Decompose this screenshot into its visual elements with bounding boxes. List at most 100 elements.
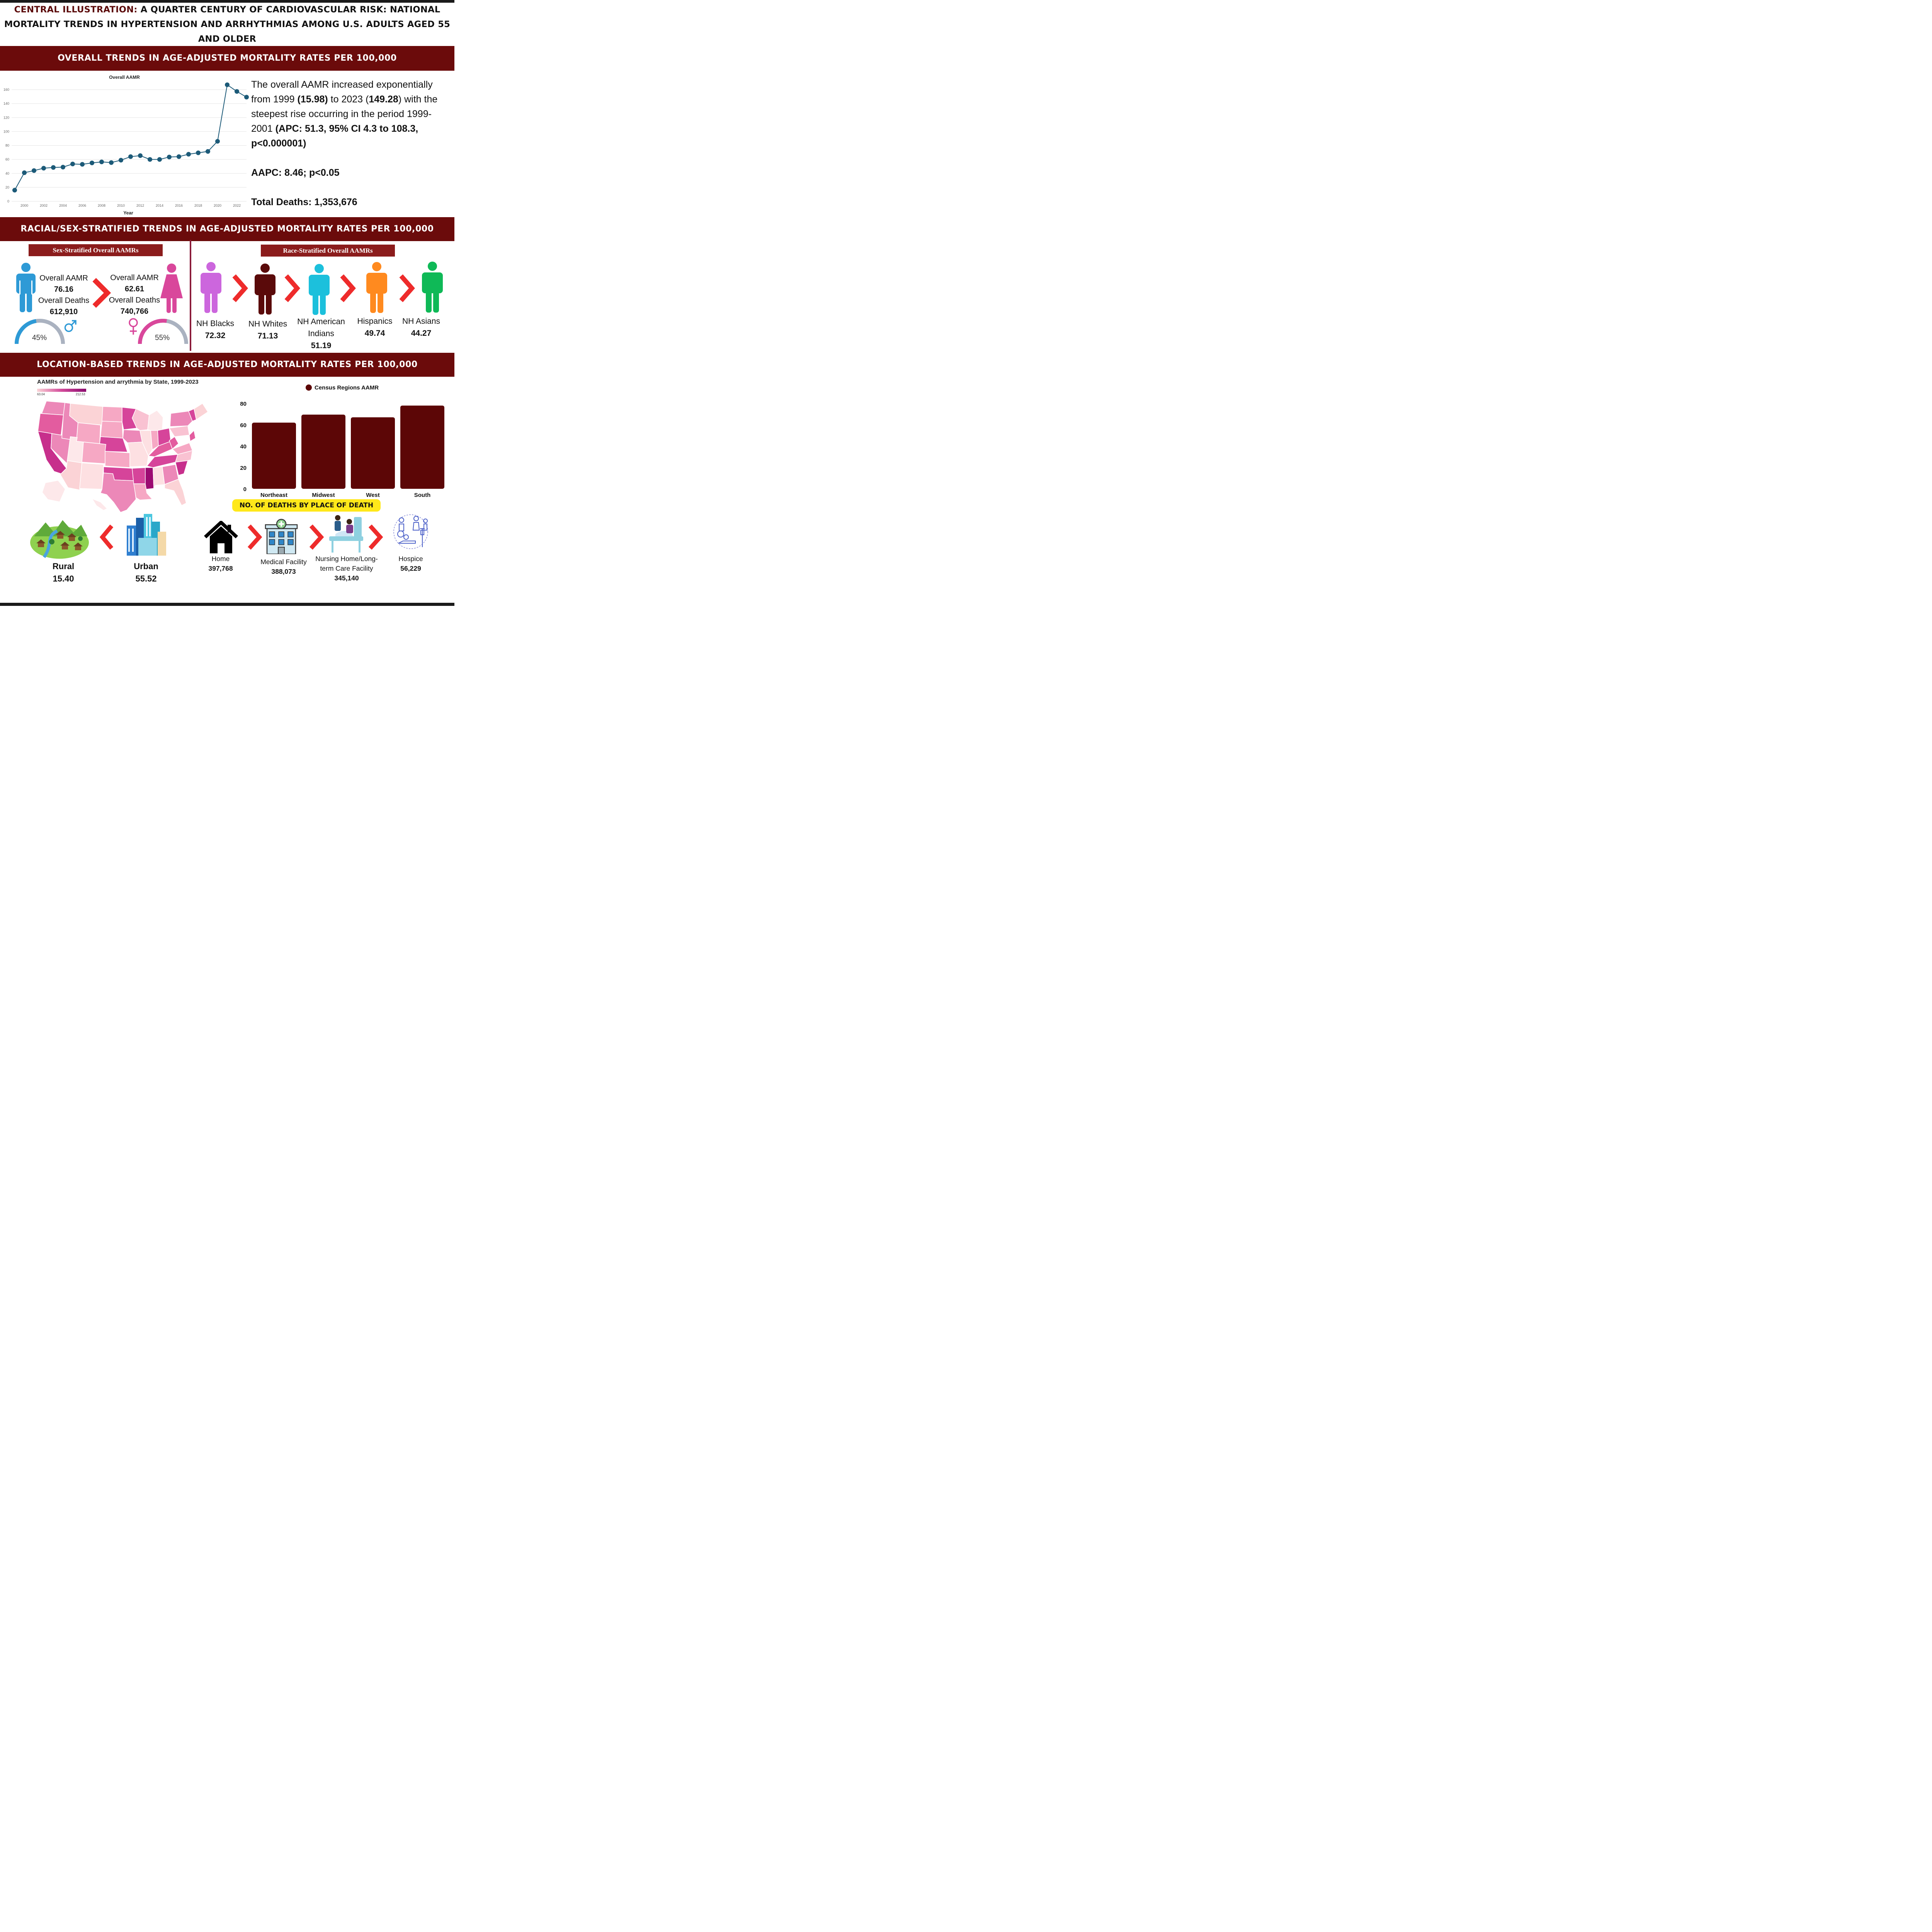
bottom-border [0,603,454,606]
rural-village-icon [30,520,89,559]
data-point [99,159,104,164]
data-point [235,89,239,94]
data-point [148,157,152,162]
data-point [244,95,249,100]
data-point [90,160,94,165]
title-rest: A Quarter Century of Cardiovascular Risk… [4,5,451,44]
race-person-icon [255,264,276,315]
section-header-racial: Racial/Sex-stratified trends in age-adju… [0,217,454,241]
state-hi [93,499,107,510]
state-ia [122,429,143,443]
sex-stratified-header: Sex-Stratified Overall AAMRs [29,244,163,256]
state-fl [164,479,187,506]
female-aamr-value: 62.61 [124,285,145,293]
x-tick-label: 2006 [78,204,86,207]
bar [252,422,296,489]
summary-total-deaths: Total Deaths: 1,353,676 [251,197,357,207]
female-stats: Overall AAMR 62.61 Overall Deaths 740,76… [107,272,162,317]
census-regions-bar-chart: Census Regions AAMR 0 20 40 60 80 Northeast Mid… [240,384,444,498]
title-lead: Central Illustration: [14,5,138,15]
section-header-location: Location-based trends in age-adjusted mo… [0,353,454,377]
page-title: Central Illustration: A Quarter Century … [0,2,454,46]
female-percentage: 55% [155,334,170,342]
race-name: NH Blacks [196,319,235,328]
y-tick-label: 20 [240,465,247,471]
x-category-label: South [414,492,431,498]
female-percentage-gauge [138,319,188,344]
section-header-racial-text: Racial/Sex-stratified trends in age-adju… [20,224,434,234]
map-title: AAMRs of Hypertension and arrythmia by S… [37,379,199,385]
data-point [206,149,210,154]
state-wv [169,436,179,450]
male-percentage-gauge [15,319,65,344]
data-point [167,155,172,160]
rural-value: 15.40 [53,574,74,583]
data-point [12,188,17,193]
race-value: 44.27 [411,329,432,338]
state-il [139,430,153,457]
race-value: 49.74 [364,329,385,338]
legend-marker [306,384,312,391]
data-point [138,153,143,158]
place-name: Hospice [398,555,423,563]
y-tick-label: 0 [243,486,247,493]
x-axis-label: Year [123,210,133,216]
place-name: Nursing Home/Long-term Care Facility [315,555,378,572]
section-header-location-text: Location-based trends in age-adjusted mo… [37,360,418,369]
data-point [196,150,201,155]
y-tick-label: 60 [240,422,247,429]
y-tick-label: 160 [3,88,9,92]
data-point [119,158,123,163]
summary-2023-value: 149.28 [369,94,398,105]
race-label: NH Whites 71.13 [239,318,297,342]
place-of-death-item: Nursing Home/Long-term Care Facility 345,… [312,554,381,583]
female-deaths-value: 740,766 [120,307,149,316]
hospice-care-icon [393,514,428,549]
place-deaths: 397,768 [208,565,233,572]
summary-1999-value: (15.98) [297,94,328,105]
female-deaths-label: Overall Deaths [109,296,160,304]
data-point [70,162,75,167]
race-label: NH Asians 44.27 [392,315,450,339]
bar [351,417,395,489]
y-tick-label: 140 [3,102,9,105]
x-tick-label: 2018 [194,204,202,207]
chevron-right-icon [340,274,356,302]
race-value: 51.19 [311,341,332,350]
data-point [61,165,65,170]
state-tx [100,473,136,513]
data-point [128,154,133,159]
male-aamr-value: 76.16 [54,285,74,294]
race-person-icon [201,262,221,313]
x-tick-label: 2020 [214,204,221,207]
male-aamr-label: Overall AAMR [39,274,88,282]
race-name: NH Whites [248,320,287,328]
x-tick-label: 2012 [136,204,144,207]
state-nj-md [189,430,196,442]
data-point [157,157,162,162]
y-tick-label: 20 [5,185,9,189]
home-icon [204,521,238,553]
data-point [51,165,56,170]
state-ks [105,451,130,468]
data-point [109,160,114,165]
state-wa [41,401,65,415]
section-header-overall: Overall trends in age-adjusted mortality… [0,46,454,71]
bar-legend-label: Census Regions AAMR [315,384,379,391]
female-aamr-label: Overall AAMR [110,274,159,282]
place-of-death-item: Hospice 56,229 [388,554,434,573]
section-divider [190,240,191,351]
place-of-death-header: No. of deaths by place of death [232,499,381,512]
race-name: NH American Indians [297,317,345,338]
overall-summary: The overall AAMR increased exponentially… [251,77,452,209]
y-tick-label: 40 [5,172,9,175]
y-tick-label: 40 [240,444,247,450]
male-deaths-label: Overall Deaths [38,296,90,305]
summary-text-3: ) with the steepest rise occurring in th… [251,94,438,134]
place-deaths: 56,229 [400,565,421,572]
race-person-icon [422,262,443,313]
race-value: 71.13 [257,332,278,340]
state-pa [168,425,190,437]
state-va [172,442,193,455]
male-percentage: 45% [32,334,47,342]
